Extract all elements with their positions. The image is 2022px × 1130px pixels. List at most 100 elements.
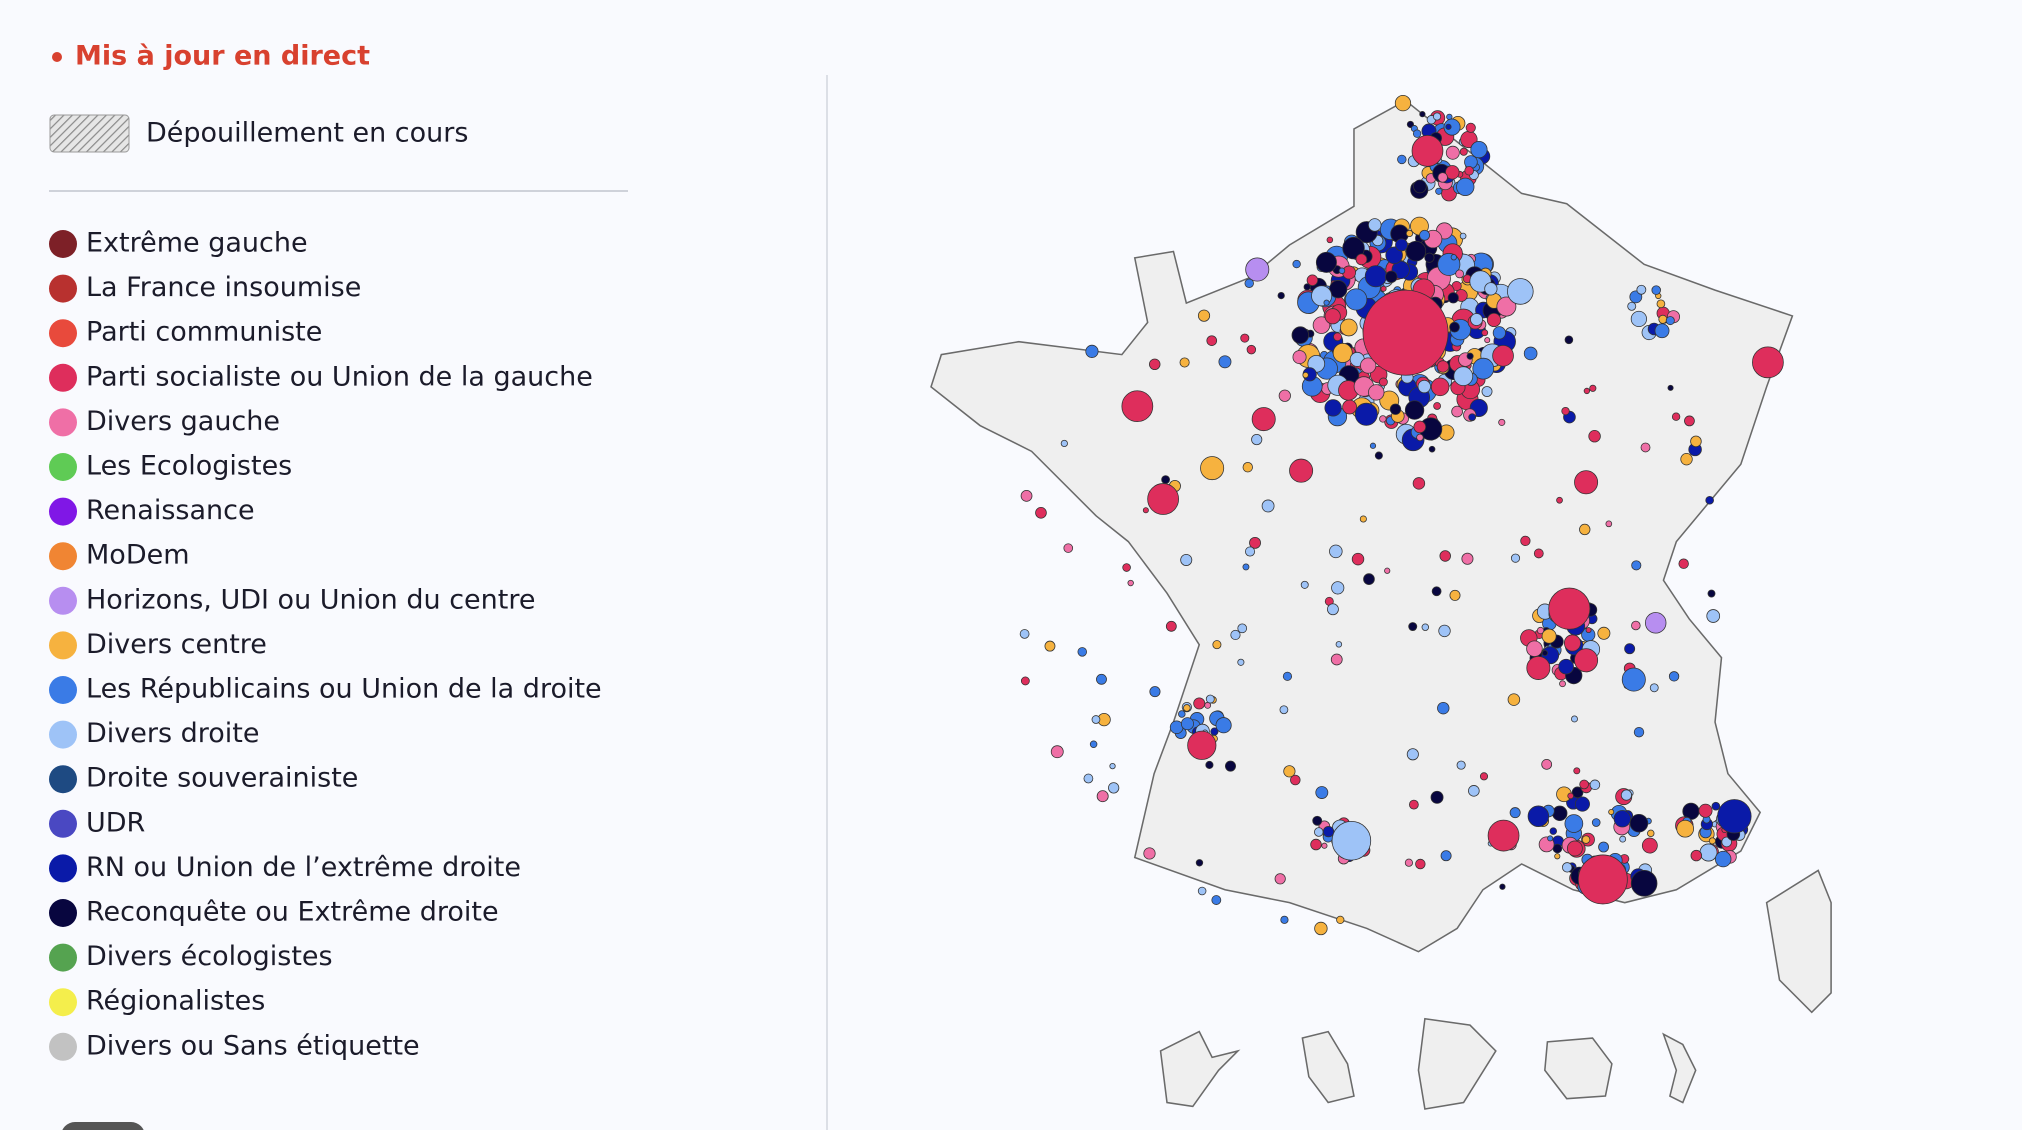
- bubble: [1589, 779, 1601, 791]
- bubble: [1433, 402, 1441, 410]
- legend-swatch: [49, 988, 77, 1017]
- live-dot: [52, 52, 62, 62]
- bubble: [1432, 112, 1442, 121]
- bubble: [1707, 589, 1716, 598]
- bubble: [1591, 818, 1601, 827]
- bubble: [1200, 456, 1225, 481]
- bubble: [1379, 415, 1387, 423]
- bubble: [1676, 819, 1695, 838]
- bubble: [1394, 95, 1412, 112]
- legend-label: Droite souverainiste: [86, 763, 358, 794]
- bubble: [1369, 442, 1377, 449]
- bubble: [1608, 809, 1615, 815]
- legend-label: Renaissance: [86, 495, 255, 526]
- bubble: [1322, 825, 1335, 838]
- bubble: [1445, 145, 1460, 160]
- bubble: [1351, 552, 1365, 566]
- bubble: [1552, 805, 1568, 821]
- bubble: [1197, 309, 1211, 322]
- bubble: [1279, 705, 1289, 715]
- bubble: [1147, 483, 1179, 515]
- bubble: [1312, 815, 1323, 826]
- bubble: [1329, 544, 1343, 559]
- bubble: [1548, 587, 1591, 630]
- legend-swatch: [49, 809, 77, 838]
- bubble: [1598, 841, 1609, 853]
- bubble: [1668, 671, 1680, 682]
- bubble: [1183, 704, 1191, 712]
- button[interactable]: [61, 1122, 145, 1130]
- bubble: [1464, 166, 1474, 176]
- bubble: [1651, 285, 1661, 295]
- bubble: [1630, 870, 1658, 897]
- bubble: [1678, 558, 1689, 569]
- legend-label: Divers gauche: [86, 406, 280, 437]
- bubble: [1451, 405, 1463, 418]
- legend-label: Parti communiste: [86, 317, 322, 348]
- bubble: [1180, 553, 1193, 566]
- bubble: [1019, 629, 1030, 639]
- bubble: [1526, 640, 1543, 657]
- bubble: [1323, 299, 1330, 306]
- mainland: [930, 99, 1794, 953]
- bubble: [1627, 301, 1637, 311]
- bubble: [1149, 686, 1161, 698]
- legend-swatch: [49, 274, 77, 303]
- reunion: [1544, 1037, 1613, 1100]
- bubble: [1438, 624, 1451, 638]
- bubble: [1249, 536, 1261, 549]
- bubble: [1684, 415, 1695, 427]
- bubble: [1447, 292, 1459, 304]
- bubble: [1554, 853, 1561, 860]
- bubble: [1507, 278, 1534, 305]
- bubble: [1453, 366, 1474, 387]
- bubble: [1412, 129, 1422, 138]
- bubble: [1574, 470, 1599, 495]
- bubble: [1283, 765, 1296, 778]
- bubble: [1290, 774, 1301, 786]
- bubble: [1416, 433, 1424, 442]
- bubble: [1571, 715, 1578, 723]
- bubble: [1417, 379, 1431, 394]
- bubble: [1492, 326, 1506, 340]
- bubble: [1605, 520, 1613, 528]
- bubble: [1437, 701, 1450, 715]
- bubble: [1362, 289, 1449, 376]
- bubble: [1484, 282, 1498, 296]
- bubble: [1415, 858, 1426, 870]
- bubble: [1083, 773, 1094, 784]
- bubble: [1142, 507, 1149, 514]
- bubble: [1312, 316, 1331, 334]
- legend-label: Régionalistes: [86, 986, 265, 1017]
- bubble: [1620, 789, 1632, 801]
- bubble: [1315, 251, 1337, 273]
- bubble: [1210, 727, 1219, 736]
- bubble: [1274, 873, 1286, 885]
- live-status: Mis à jour en direct: [75, 41, 370, 72]
- bubble: [1364, 265, 1387, 288]
- legend-swatch: [49, 676, 77, 704]
- bubble: [1671, 412, 1681, 421]
- guyane: [1417, 1017, 1497, 1110]
- bubble: [1050, 745, 1064, 759]
- bubble: [1455, 269, 1465, 279]
- bubble: [1277, 291, 1285, 300]
- bubble: [1574, 796, 1590, 812]
- bubble: [1327, 603, 1339, 616]
- bubble: [1492, 344, 1514, 367]
- bubble: [1342, 399, 1357, 415]
- bubble: [1291, 326, 1310, 344]
- bubble: [1654, 323, 1670, 339]
- bubble: [1680, 453, 1693, 466]
- bubble: [1091, 715, 1101, 724]
- bubble: [1588, 430, 1601, 443]
- bubble: [1405, 229, 1414, 238]
- bubble: [1408, 622, 1418, 632]
- bubble: [1445, 165, 1460, 180]
- bubble: [1631, 560, 1642, 571]
- bubble: [1121, 390, 1154, 423]
- bubble: [1215, 717, 1232, 734]
- bubble: [1096, 790, 1109, 803]
- bubble: [1413, 179, 1427, 194]
- bubble: [1412, 477, 1426, 490]
